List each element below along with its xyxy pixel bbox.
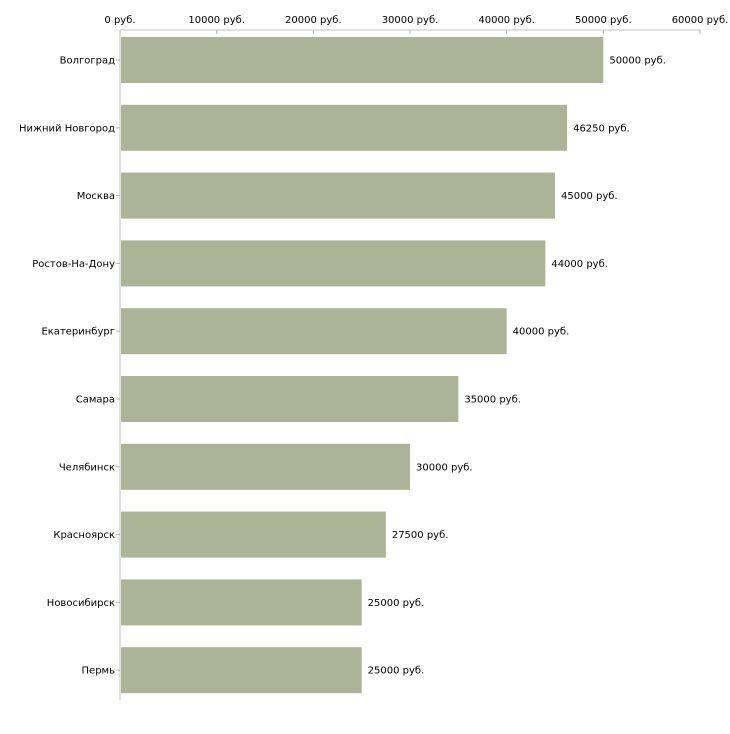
x-tick-label: 0 руб. — [104, 15, 135, 26]
y-tick-label: Волгоград — [60, 56, 115, 67]
y-tick-label: Ростов-На-Дону — [32, 259, 115, 270]
bar — [121, 647, 362, 694]
data-label: 25000 руб. — [368, 598, 425, 609]
bar — [121, 104, 568, 151]
y-tick-label: Челябинск — [59, 462, 115, 473]
x-tick-label: 40000 руб. — [478, 15, 535, 26]
y-tick-label: Красноярск — [53, 530, 115, 541]
x-tick-label: 50000 руб. — [575, 15, 632, 26]
y-tick-label: Новосибирск — [47, 598, 115, 609]
data-label: 40000 руб. — [513, 327, 570, 338]
y-tick-label: Пермь — [82, 666, 116, 677]
data-label: 44000 руб. — [551, 259, 608, 270]
bar — [121, 376, 459, 422]
y-tick-label: Нижний Новгород — [19, 123, 115, 134]
bar — [121, 443, 410, 490]
data-label: 25000 руб. — [368, 666, 425, 677]
data-label: 30000 руб. — [416, 462, 473, 473]
data-label: 46250 руб. — [573, 123, 630, 134]
bar — [121, 579, 362, 626]
x-tick-label: 60000 руб. — [672, 15, 729, 26]
y-tick-label: Екатеринбург — [41, 327, 115, 338]
bar — [121, 511, 386, 558]
bar — [121, 37, 604, 83]
y-tick-label: Москва — [77, 191, 115, 202]
data-label: 50000 руб. — [609, 56, 666, 67]
bar — [121, 240, 546, 287]
bar — [121, 172, 555, 219]
data-label: 27500 руб. — [392, 530, 449, 541]
data-label: 35000 руб. — [464, 395, 521, 406]
bar — [121, 308, 507, 355]
data-label: 45000 руб. — [561, 191, 618, 202]
y-tick-label: Самара — [76, 395, 115, 406]
x-tick-label: 20000 руб. — [285, 15, 342, 26]
x-tick-label: 30000 руб. — [382, 15, 439, 26]
x-tick-label: 10000 руб. — [188, 15, 245, 26]
